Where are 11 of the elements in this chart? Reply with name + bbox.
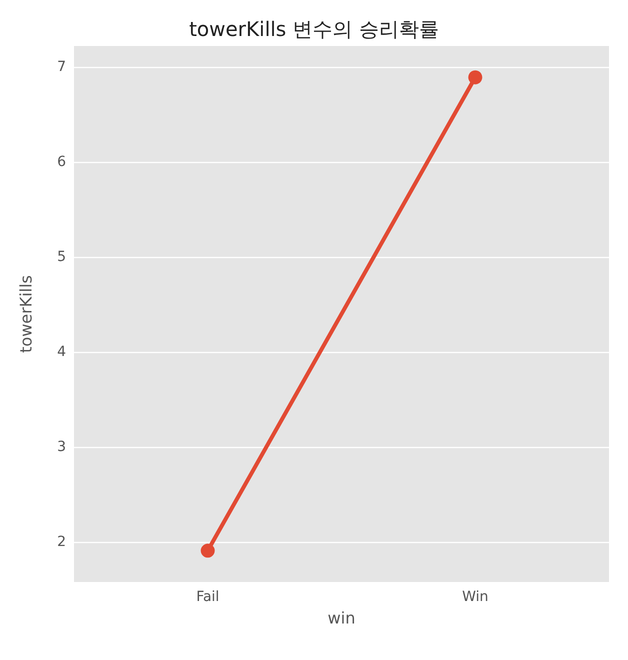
y-tick-label: 2 <box>57 534 66 550</box>
y-tick-label: 3 <box>57 439 66 456</box>
y-tick-label: 6 <box>57 154 66 170</box>
y-tick-label: 7 <box>57 58 66 75</box>
x-axis-title: win <box>328 608 356 628</box>
x-tick-label: Fail <box>196 589 220 605</box>
x-tick-label: Win <box>462 589 488 605</box>
y-tick-label: 5 <box>57 248 66 265</box>
chart-title: towerKills 변수의 승리확률 <box>189 17 439 41</box>
y-tick-label: 4 <box>57 344 66 360</box>
y-axis-title: towerKills <box>16 275 36 353</box>
